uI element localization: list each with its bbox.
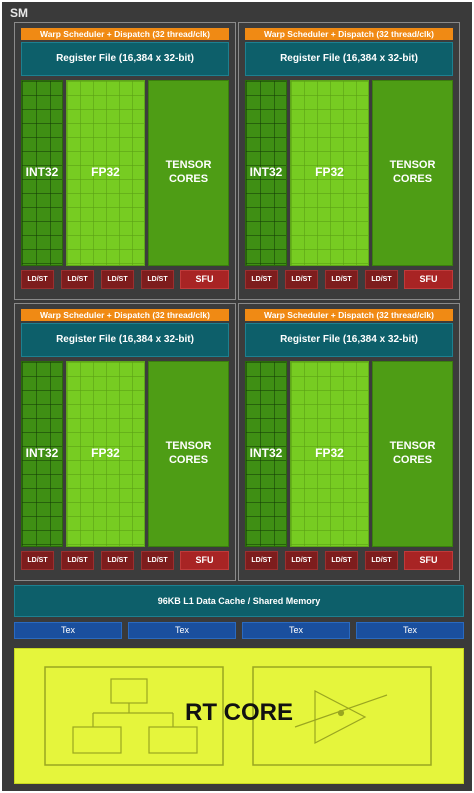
tensor-cores: TENSOR CORES bbox=[148, 361, 229, 547]
tensor-cores: TENSOR CORES bbox=[372, 80, 453, 266]
rt-core-illustration bbox=[44, 666, 432, 766]
ldst-unit: LD/ST bbox=[101, 270, 134, 289]
fp32-label: FP32 bbox=[91, 165, 120, 179]
warp-scheduler: Warp Scheduler + Dispatch (32 thread/clk… bbox=[21, 309, 229, 321]
intersection-point bbox=[337, 709, 345, 717]
fp32-unit: FP32 bbox=[66, 361, 145, 547]
tensor-label-line2: CORES bbox=[168, 454, 209, 466]
int32-label: INT32 bbox=[25, 446, 59, 460]
bvh-child-node bbox=[72, 726, 122, 754]
tensor-label-line1: TENSOR bbox=[165, 440, 212, 452]
int32-label: INT32 bbox=[249, 446, 283, 460]
register-file: Register File (16,384 x 32-bit) bbox=[21, 42, 229, 76]
ldst-unit: LD/ST bbox=[141, 551, 174, 570]
rt-core: RT CORE bbox=[14, 648, 464, 784]
tensor-label-line1: TENSOR bbox=[165, 159, 212, 171]
fp32-unit: FP32 bbox=[290, 80, 369, 266]
ldst-unit: LD/ST bbox=[245, 551, 278, 570]
warp-scheduler: Warp Scheduler + Dispatch (32 thread/clk… bbox=[21, 28, 229, 40]
tensor-label-line2: CORES bbox=[392, 454, 433, 466]
warp-scheduler: Warp Scheduler + Dispatch (32 thread/clk… bbox=[245, 28, 453, 40]
register-file: Register File (16,384 x 32-bit) bbox=[245, 323, 453, 357]
int32-unit: INT32 bbox=[245, 80, 287, 266]
tensor-label-line1: TENSOR bbox=[389, 159, 436, 171]
int32-label: INT32 bbox=[249, 165, 283, 179]
tex-unit-3: Tex bbox=[242, 622, 350, 639]
register-file: Register File (16,384 x 32-bit) bbox=[21, 323, 229, 357]
register-file: Register File (16,384 x 32-bit) bbox=[245, 42, 453, 76]
processing-block-4: Warp Scheduler + Dispatch (32 thread/clk… bbox=[238, 303, 460, 581]
int32-label: INT32 bbox=[25, 165, 59, 179]
fp32-unit: FP32 bbox=[66, 80, 145, 266]
ldst-unit: LD/ST bbox=[101, 551, 134, 570]
fp32-label: FP32 bbox=[315, 165, 344, 179]
ldst-unit: LD/ST bbox=[61, 270, 94, 289]
sm-label: SM bbox=[10, 6, 28, 20]
ldst-unit: LD/ST bbox=[325, 270, 358, 289]
l1-data-cache: 96KB L1 Data Cache / Shared Memory bbox=[14, 585, 464, 617]
ldst-unit: LD/ST bbox=[21, 551, 54, 570]
ldst-unit: LD/ST bbox=[245, 270, 278, 289]
ldst-unit: LD/ST bbox=[285, 551, 318, 570]
ldst-unit: LD/ST bbox=[285, 270, 318, 289]
ldst-unit: LD/ST bbox=[141, 270, 174, 289]
ray-panel bbox=[252, 666, 432, 766]
tensor-cores: TENSOR CORES bbox=[148, 80, 229, 266]
tensor-label-line2: CORES bbox=[392, 173, 433, 185]
bvh-panel bbox=[44, 666, 224, 766]
tensor-cores: TENSOR CORES bbox=[372, 361, 453, 547]
ldst-unit: LD/ST bbox=[365, 270, 398, 289]
fp32-label: FP32 bbox=[91, 446, 120, 460]
ldst-unit: LD/ST bbox=[365, 551, 398, 570]
sfu-unit: SFU bbox=[180, 551, 229, 570]
ldst-unit: LD/ST bbox=[61, 551, 94, 570]
tex-unit-1: Tex bbox=[14, 622, 122, 639]
bvh-child-node bbox=[148, 726, 198, 754]
processing-block-3: Warp Scheduler + Dispatch (32 thread/clk… bbox=[14, 303, 236, 581]
int32-unit: INT32 bbox=[21, 361, 63, 547]
fp32-label: FP32 bbox=[315, 446, 344, 460]
int32-unit: INT32 bbox=[21, 80, 63, 266]
processing-block-1: Warp Scheduler + Dispatch (32 thread/clk… bbox=[14, 22, 236, 300]
sfu-unit: SFU bbox=[404, 551, 453, 570]
ldst-unit: LD/ST bbox=[21, 270, 54, 289]
rt-core-label: RT CORE bbox=[185, 699, 293, 726]
fp32-unit: FP32 bbox=[290, 361, 369, 547]
triangle-shape bbox=[314, 690, 367, 744]
sfu-unit: SFU bbox=[180, 270, 229, 289]
ldst-unit: LD/ST bbox=[325, 551, 358, 570]
processing-block-2: Warp Scheduler + Dispatch (32 thread/clk… bbox=[238, 22, 460, 300]
bvh-tree-icon bbox=[72, 678, 198, 754]
sfu-unit: SFU bbox=[404, 270, 453, 289]
tensor-label-line1: TENSOR bbox=[389, 440, 436, 452]
tensor-label-line2: CORES bbox=[168, 173, 209, 185]
warp-scheduler: Warp Scheduler + Dispatch (32 thread/clk… bbox=[245, 309, 453, 321]
tex-unit-2: Tex bbox=[128, 622, 236, 639]
int32-unit: INT32 bbox=[245, 361, 287, 547]
tex-unit-4: Tex bbox=[356, 622, 464, 639]
ray-triangle-icon bbox=[294, 690, 388, 744]
